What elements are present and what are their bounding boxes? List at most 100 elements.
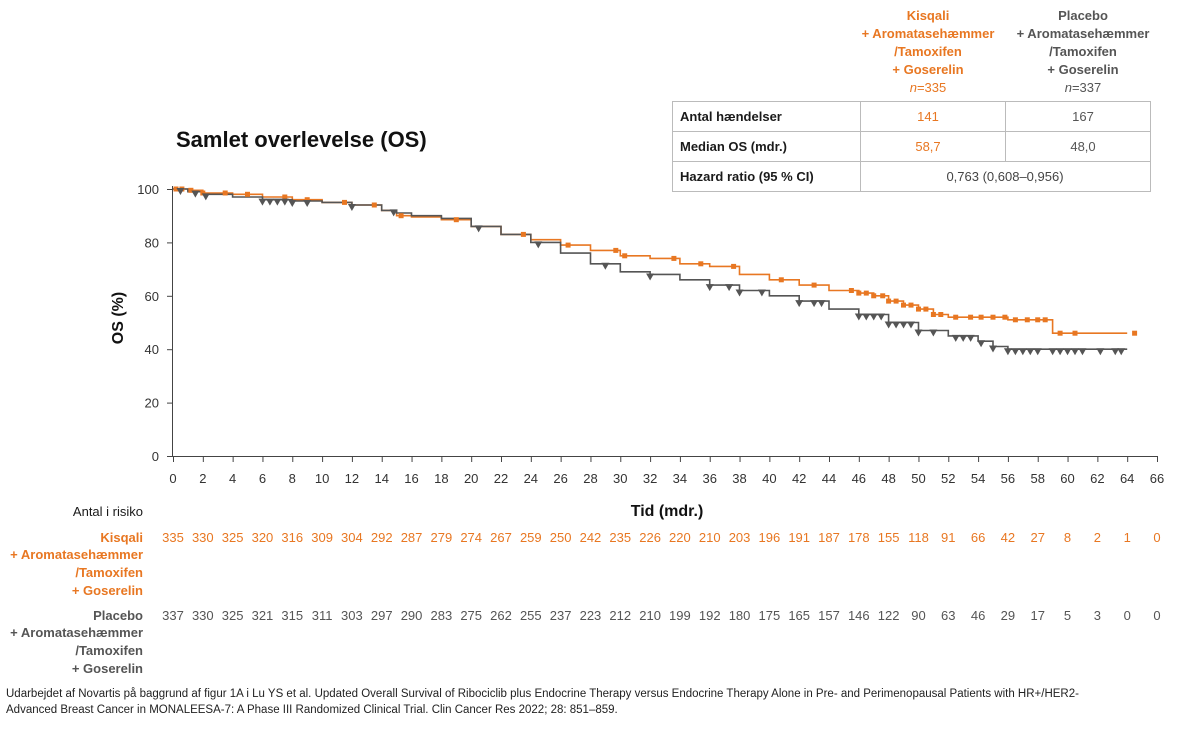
risk-value-placebo: 17 [1030, 608, 1044, 623]
risk-value-kisqali: 330 [192, 530, 214, 545]
censor-mark-kisqali [908, 302, 914, 308]
risk-label-gray-4: + Goserelin [72, 661, 143, 676]
censor-mark-kisqali [698, 261, 704, 267]
risk-label-orange: Kisqali + Aromatasehæmmer /Tamoxifen + G… [10, 530, 143, 598]
risk-value-placebo: 321 [252, 608, 274, 623]
censor-mark-placebo [280, 198, 289, 206]
stats-row-1-label: Antal hændelser [680, 109, 782, 124]
censor-mark-placebo [1033, 348, 1042, 356]
censor-mark-kisqali [1132, 330, 1138, 336]
risk-value-kisqali: 196 [759, 530, 781, 545]
censor-mark-placebo [1011, 348, 1020, 356]
censor-mark-kisqali [622, 253, 628, 259]
censor-layer [173, 186, 1138, 356]
censor-mark-kisqali [990, 314, 996, 320]
censor-mark-kisqali [811, 282, 817, 288]
x-tick-label: 28 [583, 471, 597, 486]
risk-value-kisqali: 187 [818, 530, 840, 545]
risk-value-kisqali: 191 [788, 530, 810, 545]
x-tick-label: 66 [1150, 471, 1164, 486]
censor-mark-placebo [288, 200, 297, 208]
risk-value-kisqali: 178 [848, 530, 870, 545]
risk-table-header: Antal i risiko [73, 504, 143, 519]
risk-value-placebo: 46 [971, 608, 985, 623]
censor-mark-placebo [1117, 348, 1126, 356]
censor-mark-placebo [303, 200, 312, 208]
censor-mark-kisqali [916, 306, 921, 312]
x-tick-label: 54 [971, 471, 985, 486]
legend-gray-n: n=337 [1065, 80, 1102, 95]
risk-value-placebo: 175 [759, 608, 781, 623]
censor-mark-kisqali [1012, 317, 1018, 323]
x-tick-label: 34 [673, 471, 687, 486]
censor-mark-placebo [929, 329, 938, 337]
risk-value-kisqali: 267 [490, 530, 512, 545]
x-tick-label: 0 [169, 471, 176, 486]
risk-value-kisqali: 1 [1124, 530, 1131, 545]
censor-mark-placebo [273, 198, 282, 206]
risk-value-placebo: 165 [788, 608, 810, 623]
legend-orange: Kisqali + Aromatasehæmmer /Tamoxifen + G… [862, 8, 995, 95]
risk-value-kisqali: 210 [699, 530, 721, 545]
x-tick-label: 56 [1001, 471, 1015, 486]
censor-mark-kisqali [1035, 317, 1041, 323]
x-tick-label: 12 [345, 471, 359, 486]
stats-row-2-orange: 58,7 [915, 139, 940, 154]
censor-mark-placebo [795, 300, 804, 308]
censor-mark-placebo [1026, 348, 1035, 356]
censor-mark-placebo [474, 225, 483, 233]
risk-value-kisqali: 292 [371, 530, 393, 545]
censor-mark-placebo [989, 345, 997, 353]
legend-orange-line-2: + Aromatasehæmmer [862, 26, 995, 41]
censor-mark-placebo [907, 321, 915, 329]
censor-mark-kisqali [923, 306, 929, 312]
censor-mark-placebo [959, 334, 968, 342]
risk-value-kisqali: 325 [222, 530, 244, 545]
censor-mark-kisqali [453, 217, 459, 223]
x-tick-label: 50 [911, 471, 925, 486]
risk-value-kisqali: 309 [311, 530, 333, 545]
risk-value-kisqali: 118 [908, 530, 929, 545]
stats-row-2-label: Median OS (mdr.) [680, 139, 787, 154]
series-layer [173, 188, 1128, 350]
risk-value-placebo: 237 [550, 608, 572, 623]
censor-mark-placebo [705, 284, 714, 292]
y-tick-label: 20 [145, 396, 159, 411]
risk-value-kisqali: 155 [878, 530, 900, 545]
x-tick-label: 52 [941, 471, 955, 486]
risk-value-kisqali: 0 [1153, 530, 1160, 545]
stats-hr-label: Hazard ratio (95 % CI) [680, 169, 814, 184]
risk-value-kisqali: 335 [162, 530, 184, 545]
risk-value-placebo: 212 [609, 608, 631, 623]
censor-mark-kisqali [731, 263, 737, 269]
legend-gray-line-1: Placebo [1058, 8, 1108, 23]
y-tick-label: 0 [152, 449, 159, 464]
legend-orange-line-1: Kisqali [907, 8, 950, 23]
censor-mark-kisqali [1042, 317, 1048, 323]
x-tick-label: 24 [524, 471, 538, 486]
censor-mark-kisqali [342, 199, 347, 205]
risk-value-placebo: 90 [911, 608, 925, 623]
legend-orange-line-3: /Tamoxifen [894, 44, 962, 59]
censor-mark-placebo [601, 262, 610, 270]
censor-mark-kisqali [856, 290, 862, 296]
censor-mark-kisqali [978, 314, 984, 320]
legend-gray-line-3: /Tamoxifen [1049, 44, 1117, 59]
censor-mark-placebo [265, 198, 274, 206]
x-tick-label: 58 [1030, 471, 1044, 486]
risk-label-orange-4: + Goserelin [72, 583, 143, 598]
risk-value-placebo: 3 [1094, 608, 1101, 623]
risk-value-placebo: 262 [490, 608, 512, 623]
censor-mark-placebo [877, 313, 886, 321]
risk-value-kisqali: 287 [401, 530, 423, 545]
legend-gray-line-2: + Aromatasehæmmer [1017, 26, 1150, 41]
axes [172, 186, 1157, 457]
censor-mark-kisqali [1002, 314, 1008, 320]
censor-mark-kisqali [304, 197, 310, 203]
legend-orange-line-4: + Goserelin [892, 62, 963, 77]
risk-label-orange-2: + Aromatasehæmmer [10, 547, 143, 562]
x-tick-label: 30 [613, 471, 627, 486]
censor-mark-placebo [914, 329, 923, 337]
risk-value-kisqali: 304 [341, 530, 363, 545]
